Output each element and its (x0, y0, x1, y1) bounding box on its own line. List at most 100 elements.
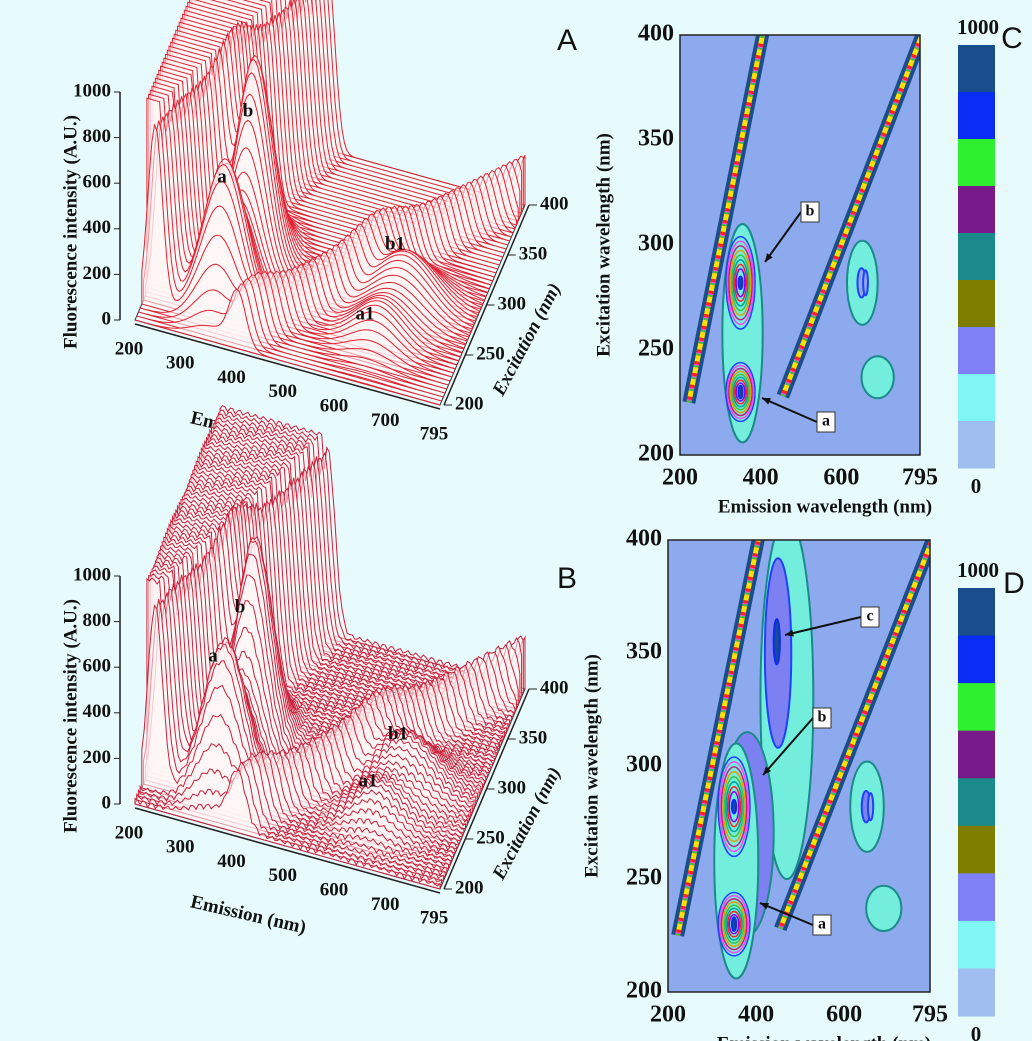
colorbar-cell (958, 139, 995, 187)
colorbar-cell (958, 778, 995, 827)
contour-line (726, 364, 755, 420)
contour-line (732, 258, 749, 307)
contour-line (722, 771, 746, 843)
colorbar-cell (958, 920, 995, 969)
colorbar-label: 1000 (957, 15, 999, 39)
contour-line (723, 904, 745, 944)
contour-line (737, 275, 744, 291)
contour-line (719, 761, 750, 853)
contour-line (731, 373, 750, 411)
plot-frame (679, 34, 921, 456)
colorbar-cell (958, 280, 995, 328)
x-axis-label: Emission wavelength (nm) (718, 496, 932, 517)
z-tick-label: 1000 (73, 564, 111, 585)
colorbar-cell (958, 873, 995, 922)
z-tick-label: 0 (102, 792, 112, 813)
x-axis (134, 323, 441, 410)
y-tick-label: 400 (540, 193, 569, 214)
panel-letter: B (557, 562, 577, 595)
contour-line (728, 245, 753, 321)
x-tick-label: 500 (269, 381, 298, 402)
scatter-band-stripe (780, 35, 920, 398)
annotation-arrow (764, 211, 802, 263)
arrow-head (763, 766, 772, 775)
contour-line (726, 786, 742, 828)
colorbar-cell (958, 374, 995, 422)
contour-line (725, 235, 756, 330)
x-tick-label: 400 (217, 851, 246, 872)
colorbar-cell (958, 92, 995, 140)
colorbar-cell (958, 588, 995, 637)
y-tick-label: 400 (626, 526, 662, 552)
y-tick-label: 300 (498, 777, 527, 798)
colorbar-label: 0 (971, 1022, 982, 1041)
annotation-arrow (784, 616, 862, 636)
colorbar-cell (958, 825, 995, 874)
contour-line (866, 792, 875, 822)
x-tick-label: 300 (166, 353, 195, 374)
x-tick-label: 600 (320, 396, 349, 417)
colorbar-cell (958, 968, 995, 1017)
surface-slice (137, 758, 444, 882)
x-axis-label: Emission wavelength (nm) (717, 1033, 931, 1041)
z-tick-label: 400 (83, 217, 112, 238)
contour-line (719, 894, 750, 954)
x-tick-label: 200 (115, 822, 144, 843)
x-tick-label: 600 (826, 1002, 862, 1028)
contour-line (730, 798, 738, 815)
y-tick-label: 300 (638, 231, 674, 257)
x-tick-label: 200 (115, 338, 144, 359)
annotation-label: c (866, 608, 873, 625)
annotation-box (860, 606, 880, 628)
z-tick-label: 0 (102, 308, 112, 329)
contour-line (733, 263, 748, 303)
y-tick-label: 200 (626, 978, 662, 1004)
y-tick-label: 250 (476, 827, 505, 848)
colorbar-cell (958, 186, 995, 234)
y-tick-label: 300 (626, 752, 662, 778)
contour-line (723, 776, 745, 838)
x-tick-label: 795 (420, 907, 449, 928)
contour-line (735, 382, 746, 402)
peak-label: b1 (385, 233, 405, 254)
colorbar-cell (958, 45, 995, 93)
z-axis-label: Fluorescence intensity (A.U.) (60, 599, 81, 833)
colorbar-cell (958, 683, 995, 732)
annotation-box (812, 707, 832, 729)
z-tick-label: 400 (83, 701, 112, 722)
y-tick-label: 250 (476, 343, 505, 364)
surface-slice (134, 769, 441, 890)
x-tick-label: 700 (371, 894, 400, 915)
surface-slice (138, 277, 444, 398)
panel-letter: A (557, 24, 577, 57)
contours (671, 540, 930, 980)
annotation-box (816, 411, 836, 433)
y-tick-label: 200 (638, 441, 674, 467)
colorbar-label: 1000 (957, 558, 999, 582)
y-tick-label: 250 (626, 865, 662, 891)
y-tick-label: 200 (455, 877, 484, 898)
z-tick-label: 800 (83, 126, 112, 147)
contour-line (717, 756, 751, 858)
arrow-head (785, 629, 794, 637)
contour-line (717, 891, 751, 957)
z-axis-label: Fluorescence intensity (A.U.) (60, 115, 81, 349)
contour-line (726, 910, 742, 938)
x-tick-label: 400 (743, 465, 779, 491)
contour-line (862, 269, 869, 297)
scatter-band-stripe (675, 540, 761, 936)
annotation-arrow (759, 902, 814, 926)
annotation-arrow (761, 397, 818, 423)
colorbar-cell (958, 421, 995, 469)
annotation-label: b (818, 709, 827, 726)
z-tick-label: 1000 (73, 80, 111, 101)
contour-line (732, 376, 749, 408)
contour-line (728, 791, 740, 823)
annotation-box (812, 914, 832, 936)
annotation-arrow (762, 717, 814, 776)
contour-line (731, 254, 750, 312)
colorbar-label: 0 (971, 474, 982, 498)
x-tick-label: 200 (650, 1002, 686, 1028)
colorbar-cell (958, 635, 995, 684)
z-tick-label: 600 (83, 172, 112, 193)
